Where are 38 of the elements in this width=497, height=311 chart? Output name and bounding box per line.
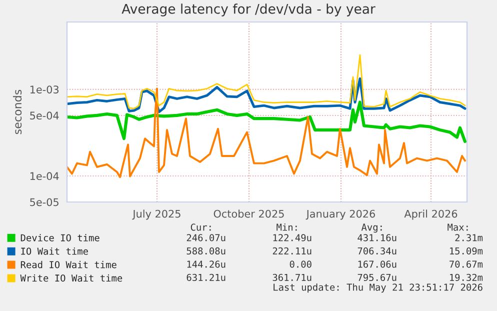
legend-label: Device IO time [20, 234, 100, 242]
text: 144.26u [187, 260, 226, 268]
text: 588.08u [186, 247, 226, 255]
text: 631.21u [186, 274, 226, 282]
text: 167.06u [358, 260, 396, 268]
text: Cur: [190, 224, 211, 231]
y-tick-label: 5e-05 [30, 198, 58, 206]
text: 0.00 [290, 260, 312, 268]
y-tick-label: 1e-03 [30, 86, 59, 94]
text: 795.67u [358, 274, 396, 282]
text: 431.16u [358, 234, 396, 242]
legend-label: Write IO Wait time [20, 274, 122, 282]
text: 222.11u [272, 247, 312, 255]
x-tick-label: July 2025 [132, 210, 180, 220]
text: 122.49u [273, 234, 312, 242]
text: 2.31m [455, 234, 483, 242]
chart-title: Average latency for /dev/vda - by year [122, 4, 376, 16]
legend-label: IO Wait time [21, 247, 88, 255]
y-tick-label: 5e-04 [30, 112, 59, 120]
text: Max: [448, 224, 468, 231]
text: Avg: [361, 224, 382, 233]
x-tick-label: April 2026 [404, 210, 458, 220]
x-tick-label: January 2026 [306, 210, 375, 220]
y-axis-title: seconds [13, 90, 22, 134]
text: 706.34u [358, 247, 396, 255]
line-series [67, 54, 466, 110]
text: Last update: Thu May 21 23:51:17 2026 [274, 283, 482, 293]
legend-label: Read IO Wait time [20, 260, 116, 268]
line-series [67, 88, 466, 178]
line-series [67, 100, 467, 144]
y-tick-label: 1e-04 [30, 172, 59, 180]
text: 15.09m [450, 247, 483, 255]
text: Min: [276, 223, 297, 231]
text: 70.67m [450, 260, 483, 268]
x-tick-label: October 2025 [214, 210, 284, 218]
text: 246.07u [186, 234, 226, 242]
text: 19.32m [450, 274, 483, 282]
text: 361.71u [272, 274, 312, 282]
